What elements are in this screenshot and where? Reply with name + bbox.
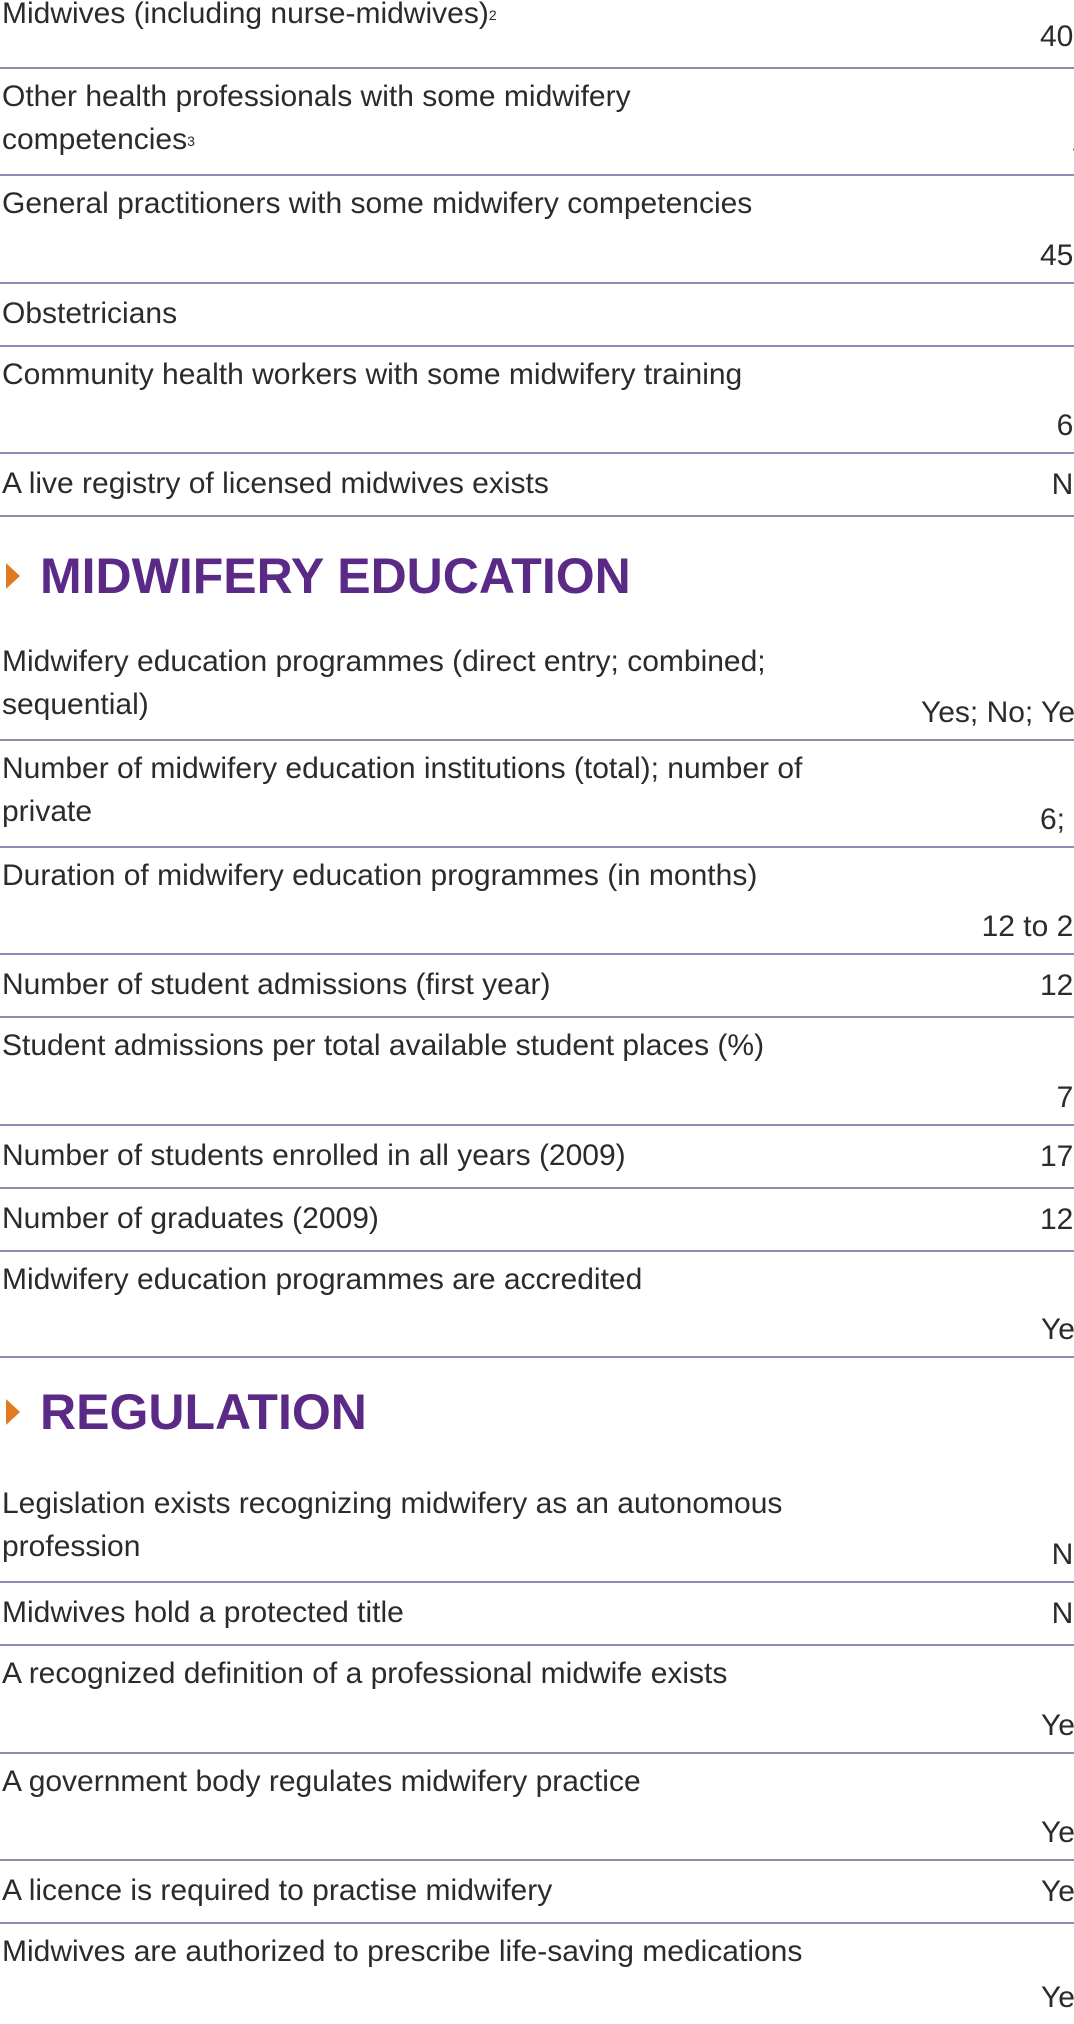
- row-label: Number of graduates (2009): [2, 1197, 822, 1240]
- table-row: Number of midwifery education institutio…: [0, 741, 1074, 848]
- section-title: REGULATION: [40, 1384, 367, 1440]
- row-label: Number of students enrolled in all years…: [2, 1134, 822, 1177]
- row-value: 120: [1039, 1203, 1074, 1236]
- row-label: A government body regulates midwifery pr…: [2, 1760, 822, 1803]
- row-label-text: General practitioners with some midwifer…: [2, 187, 753, 220]
- row-value: 452: [1039, 239, 1074, 272]
- row-value: 12 to 24: [981, 910, 1074, 943]
- row-label-text: Student admissions per total available s…: [2, 1029, 765, 1062]
- table-row: Duration of midwifery education programm…: [0, 848, 1074, 955]
- row-value: Yes: [1041, 1313, 1074, 1346]
- row-value: 78: [1056, 1081, 1074, 1114]
- row-label: Community health workers with some midwi…: [2, 353, 822, 396]
- row-label: Midwifery education programmes are accre…: [2, 1258, 822, 1301]
- row-label-text: Number of graduates (2009): [2, 1202, 379, 1235]
- row-label: Midwifery education programmes (direct e…: [2, 640, 822, 726]
- table-row: Number of student admissions (first year…: [0, 955, 1074, 1018]
- row-value: 175: [1039, 1140, 1074, 1173]
- row-label-text: Midwifery education programmes (direct e…: [2, 645, 766, 721]
- table-row: Legislation exists recognizing midwifery…: [0, 1476, 1074, 1583]
- table-row: Number of students enrolled in all years…: [0, 1126, 1074, 1189]
- row-label-text: Number of students enrolled in all years…: [2, 1139, 626, 1172]
- table-row: Midwives (including nurse-midwives)2 400: [0, 0, 1074, 69]
- row-value: No: [1051, 1538, 1074, 1571]
- footnote-marker: 2: [488, 7, 497, 23]
- table-row: Midwives hold a protected title No: [0, 1583, 1074, 1646]
- row-label: Number of midwifery education institutio…: [2, 747, 822, 833]
- row-value: Yes: [1041, 1709, 1074, 1742]
- triangle-bullet-icon: [6, 563, 20, 589]
- table-row: General practitioners with some midwifer…: [0, 176, 1074, 284]
- footnote-marker: 3: [187, 133, 195, 149]
- table-row: Midwives are authorized to prescribe lif…: [0, 1924, 1074, 2024]
- row-label-text: Midwives hold a protected title: [2, 1596, 404, 1629]
- row-label: Duration of midwifery education programm…: [2, 854, 822, 897]
- section-heading-education: MIDWIFERY EDUCATION: [0, 517, 1074, 634]
- table-row: A licence is required to practise midwif…: [0, 1861, 1074, 1924]
- row-value: Yes: [1041, 1816, 1074, 1849]
- row-label-text: Midwifery education programmes are accre…: [2, 1263, 643, 1296]
- row-label: Other health professionals with some mid…: [2, 75, 822, 161]
- row-label: Number of student admissions (first year…: [2, 963, 822, 1006]
- table-row: A live registry of licensed midwives exi…: [0, 454, 1074, 517]
- row-label: Midwives hold a protected title: [2, 1591, 822, 1634]
- row-label-text: Number of student admissions (first year…: [2, 968, 551, 1001]
- row-label: Midwives are authorized to prescribe lif…: [2, 1930, 822, 1973]
- row-label-text: Obstetricians: [2, 297, 178, 330]
- education-table: Midwifery education programmes (direct e…: [0, 634, 1074, 1358]
- row-value: 400: [1039, 20, 1074, 53]
- row-label: Midwives (including nurse-midwives)2: [2, 0, 822, 35]
- table-row: Student admissions per total available s…: [0, 1018, 1074, 1126]
- row-value: Yes; No; Yes: [920, 696, 1074, 729]
- row-value: No: [1051, 1597, 1074, 1630]
- table-row: Obstetricians2: [0, 284, 1074, 347]
- row-value: 120: [1039, 969, 1074, 1002]
- row-value: Yes: [1041, 1875, 1074, 1908]
- row-label-text: A recognized definition of a professiona…: [2, 1657, 728, 1690]
- section-title: MIDWIFERY EDUCATION: [40, 548, 631, 604]
- row-label: General practitioners with some midwifer…: [2, 182, 822, 225]
- table-row: Midwifery education programmes are accre…: [0, 1252, 1074, 1358]
- table-row: Other health professionals with some mid…: [0, 69, 1074, 176]
- row-label-text: Community health workers with some midwi…: [2, 358, 743, 391]
- row-value: Yes: [1041, 1981, 1074, 2014]
- table-row: Community health workers with some midwi…: [0, 347, 1074, 454]
- row-label: Legislation exists recognizing midwifery…: [2, 1482, 822, 1568]
- row-label: A live registry of licensed midwives exi…: [2, 462, 822, 505]
- row-label-text: Legislation exists recognizing midwifery…: [2, 1487, 783, 1563]
- table-row: A government body regulates midwifery pr…: [0, 1754, 1074, 1861]
- row-value: No: [1051, 468, 1074, 501]
- row-label: A recognized definition of a professiona…: [2, 1652, 822, 1695]
- row-value: 60: [1056, 409, 1074, 442]
- workforce-table: Midwives (including nurse-midwives)2 400 O…: [0, 0, 1074, 517]
- section-heading-regulation: REGULATION: [0, 1358, 1074, 1476]
- table-row: Number of graduates (2009) 120: [0, 1189, 1074, 1252]
- row-label-text: A live registry of licensed midwives exi…: [2, 467, 549, 500]
- regulation-table: Legislation exists recognizing midwifery…: [0, 1476, 1074, 2024]
- row-label: A licence is required to practise midwif…: [2, 1869, 822, 1912]
- row-value: 6; 0: [1039, 803, 1074, 836]
- row-label-text: Number of midwifery education institutio…: [2, 752, 803, 828]
- row-label-text: A government body regulates midwifery pr…: [2, 1765, 641, 1798]
- row-label-text: Midwives are authorized to prescribe lif…: [2, 1935, 803, 1968]
- row-label: Obstetricians: [2, 292, 822, 335]
- table-row: A recognized definition of a professiona…: [0, 1646, 1074, 1754]
- row-label-text: Midwives (including nurse-midwives): [2, 0, 489, 30]
- row-label-text: Duration of midwifery education programm…: [2, 859, 758, 892]
- row-label-text: A licence is required to practise midwif…: [2, 1874, 553, 1907]
- row-label: Student admissions per total available s…: [2, 1024, 822, 1067]
- triangle-bullet-icon: [6, 1399, 20, 1425]
- table-row: Midwifery education programmes (direct e…: [0, 634, 1074, 741]
- row-label-text: Other health professionals with some mid…: [2, 80, 631, 156]
